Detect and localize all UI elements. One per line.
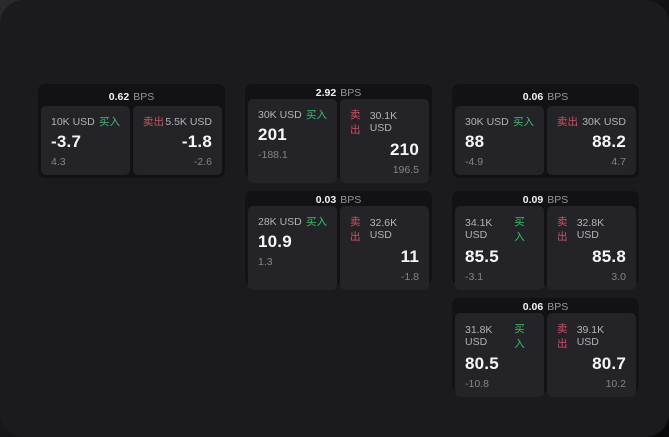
buy-amount: 28K USD xyxy=(258,215,302,228)
buy-panel[interactable]: 28K USD 买入 10.9 1.3 xyxy=(248,206,337,290)
sell-price: 88.2 xyxy=(592,132,626,151)
sell-price: -1.8 xyxy=(181,132,212,151)
buy-price: 88 xyxy=(465,132,485,151)
spread-value: 0.03 xyxy=(315,194,337,206)
spread-value: 0.09 xyxy=(522,194,544,206)
spread-unit: BPS xyxy=(133,90,155,103)
spread-value: 0.62 xyxy=(108,90,130,103)
spread-value: 2.92 xyxy=(315,87,337,99)
buy-amount: 30K USD xyxy=(258,108,302,121)
buy-amount: 10K USD xyxy=(51,115,95,128)
buy-change: -4.9 xyxy=(465,156,484,168)
buy-change: -188.1 xyxy=(258,149,288,161)
spread-header: 0.09 BPS xyxy=(455,194,636,206)
buy-panel[interactable]: 30K USD 买入 201 -188.1 xyxy=(248,99,337,183)
spread-value: 0.06 xyxy=(522,90,544,103)
quote-grid: 0.62 BPS 10K USD 买入 -3.7 4.3 卖出 5.5K USD xyxy=(38,84,639,397)
sell-price: 210 xyxy=(390,140,419,159)
buy-panel[interactable]: 30K USD 买入 88 -4.9 xyxy=(455,106,544,175)
sell-side-label: 卖出 xyxy=(557,323,568,350)
buy-side-label: 买入 xyxy=(514,216,525,243)
sell-price: 85.8 xyxy=(592,247,626,266)
buy-side-label: 买入 xyxy=(99,116,120,128)
sell-amount: 39.1K USD xyxy=(576,324,605,348)
buy-side-label: 买入 xyxy=(306,216,327,228)
sell-side-label: 卖出 xyxy=(557,216,568,243)
sell-amount: 5.5K USD xyxy=(165,115,212,128)
buy-price: -3.7 xyxy=(51,132,82,151)
sell-change: 10.2 xyxy=(605,378,626,390)
buy-change: -3.1 xyxy=(465,271,484,283)
quote-card: 2.92 BPS 30K USD 买入 201 -188.1 卖出 30.1K … xyxy=(245,84,432,183)
sell-panel[interactable]: 卖出 5.5K USD -1.8 -2.6 xyxy=(133,106,222,175)
spread-header: 0.62 BPS xyxy=(41,87,222,106)
spread-unit: BPS xyxy=(547,90,569,103)
sell-price: 80.7 xyxy=(592,354,626,373)
buy-amount: 34.1K USD xyxy=(465,217,493,241)
quote-card: 0.03 BPS 28K USD 买入 10.9 1.3 卖出 32.6K US… xyxy=(245,191,432,290)
buy-price: 201 xyxy=(258,125,287,144)
quote-card: 0.06 BPS 31.8K USD 买入 80.5 -10.8 卖出 39.1… xyxy=(452,298,639,397)
sell-change: 3.0 xyxy=(611,271,626,283)
spread-unit: BPS xyxy=(547,194,569,206)
spread-value: 0.06 xyxy=(522,301,544,313)
buy-panel[interactable]: 10K USD 买入 -3.7 4.3 xyxy=(41,106,130,175)
buy-price: 10.9 xyxy=(258,232,292,251)
buy-change: 4.3 xyxy=(51,156,66,168)
buy-price: 85.5 xyxy=(465,247,499,266)
buy-change: 1.3 xyxy=(258,256,273,268)
buy-amount: 31.8K USD xyxy=(465,324,493,348)
buy-amount: 30K USD xyxy=(465,115,509,128)
buy-side-label: 买入 xyxy=(514,323,525,350)
spread-header: 0.06 BPS xyxy=(455,87,636,106)
sell-panel[interactable]: 卖出 32.6K USD 11 -1.8 xyxy=(340,206,429,290)
spread-unit: BPS xyxy=(340,194,362,206)
buy-side-label: 买入 xyxy=(513,116,534,128)
quote-card: 0.06 BPS 30K USD 买入 88 -4.9 卖出 30K USD xyxy=(452,84,639,178)
sell-amount: 32.6K USD xyxy=(369,217,398,241)
sell-panel[interactable]: 卖出 30K USD 88.2 4.7 xyxy=(547,106,636,175)
sell-panel[interactable]: 卖出 32.8K USD 85.8 3.0 xyxy=(547,206,636,290)
buy-change: -10.8 xyxy=(465,378,489,390)
sell-panel[interactable]: 卖出 30.1K USD 210 196.5 xyxy=(340,99,429,183)
sell-amount: 30K USD xyxy=(582,115,626,128)
sell-change: 4.7 xyxy=(611,156,626,168)
sell-panel[interactable]: 卖出 39.1K USD 80.7 10.2 xyxy=(547,313,636,397)
buy-panel[interactable]: 31.8K USD 买入 80.5 -10.8 xyxy=(455,313,544,397)
quote-card: 0.62 BPS 10K USD 买入 -3.7 4.3 卖出 5.5K USD xyxy=(38,84,225,178)
sell-side-label: 卖出 xyxy=(350,109,361,136)
sell-change: -1.8 xyxy=(400,271,419,283)
quote-card: 0.09 BPS 34.1K USD 买入 85.5 -3.1 卖出 32.8K… xyxy=(452,191,639,290)
sell-price: 11 xyxy=(400,247,419,266)
spread-header: 0.03 BPS xyxy=(248,194,429,206)
sell-side-label: 卖出 xyxy=(350,216,361,243)
spread-header: 2.92 BPS xyxy=(248,87,429,99)
sell-amount: 30.1K USD xyxy=(369,110,398,134)
spread-header: 0.06 BPS xyxy=(455,301,636,313)
sell-change: 196.5 xyxy=(392,164,419,176)
buy-price: 80.5 xyxy=(465,354,499,373)
spread-unit: BPS xyxy=(340,87,362,99)
buy-panel[interactable]: 34.1K USD 买入 85.5 -3.1 xyxy=(455,206,544,290)
sell-amount: 32.8K USD xyxy=(576,217,605,241)
spread-unit: BPS xyxy=(547,301,569,313)
buy-side-label: 买入 xyxy=(306,109,327,121)
sell-change: -2.6 xyxy=(193,156,212,168)
sell-side-label: 卖出 xyxy=(557,116,578,128)
sell-side-label: 卖出 xyxy=(143,116,164,128)
